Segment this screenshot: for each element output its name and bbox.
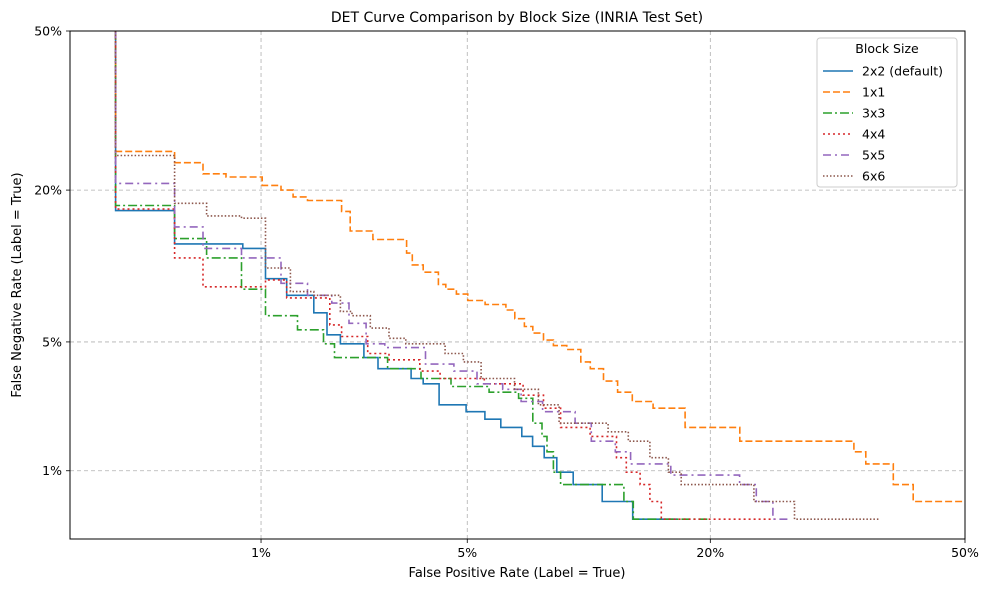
legend-box xyxy=(816,37,958,188)
y-tick-label: 1% xyxy=(42,463,62,478)
axes-frame xyxy=(69,30,966,540)
legend-label: 1x1 xyxy=(862,85,885,100)
y-tick-label: 5% xyxy=(42,334,62,349)
series-line-4x4 xyxy=(114,31,777,521)
chart-title: DET Curve Comparison by Block Size (INRI… xyxy=(331,10,703,26)
legend-label: 5x5 xyxy=(862,148,885,163)
x-tick-label: 20% xyxy=(696,545,724,560)
legend-label: 4x4 xyxy=(862,127,885,142)
grid-lines xyxy=(70,31,965,539)
legend-label: 6x6 xyxy=(862,169,885,184)
legend: Block Size 2x2 (default) 1x1 3x3 4x4 5x5 6x6 xyxy=(816,37,958,188)
legend-title: Block Size xyxy=(855,41,919,56)
axis-ticks: 1% 5% 20% 50% 1% 5% 20% 50% xyxy=(34,24,979,561)
series-line-1x1 xyxy=(114,31,965,503)
series-lines xyxy=(114,31,965,521)
x-tick-label: 1% xyxy=(251,545,271,560)
x-tick-label: 5% xyxy=(457,545,477,560)
legend-label: 2x2 (default) xyxy=(862,64,943,79)
y-tick-label: 50% xyxy=(34,24,62,39)
series-line-6x6 xyxy=(114,31,879,521)
y-tick-label: 20% xyxy=(34,183,62,198)
series-line-2x2-default xyxy=(114,31,678,521)
x-axis-label: False Positive Rate (Label = True) xyxy=(409,566,626,581)
x-tick-label: 50% xyxy=(951,545,979,560)
legend-items: 2x2 (default) 1x1 3x3 4x4 5x5 6x6 xyxy=(823,64,943,184)
legend-label: 3x3 xyxy=(862,106,885,121)
y-axis-label: False Negative Rate (Label = True) xyxy=(10,172,25,397)
